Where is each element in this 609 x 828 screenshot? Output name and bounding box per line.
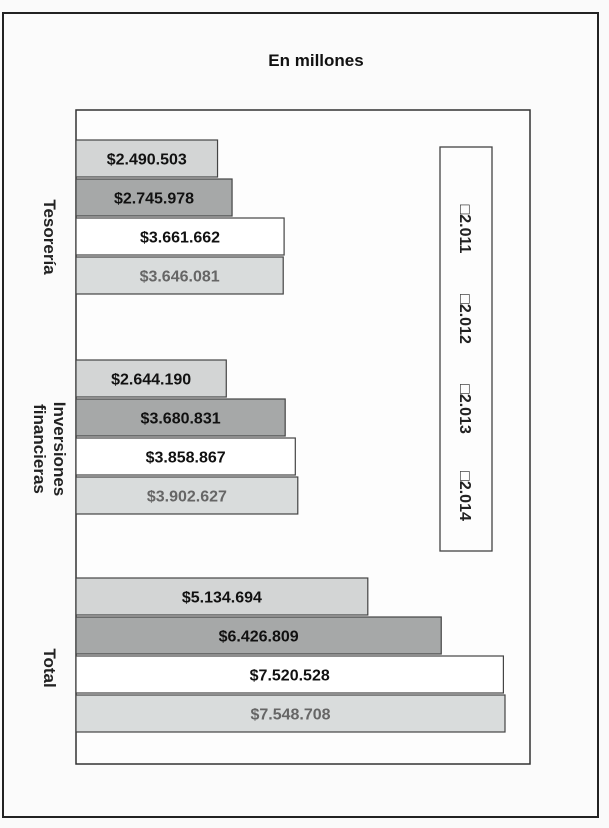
bar-value-label: $2.644.190 (111, 372, 191, 389)
legend-label: □2.011 (456, 205, 473, 254)
bar-value-label: $5.134.694 (182, 590, 262, 607)
bar-2012-1 (75, 398, 286, 437)
legend-item-1: □2.012 (456, 294, 473, 344)
bar-2013-2 (75, 655, 504, 694)
bar-2014-0 (75, 256, 284, 295)
legend-label: □2.013 (456, 384, 473, 434)
legend: □2.011 □2.012 □2.013 □2.014 (439, 146, 493, 552)
bar-chart: En millones $2.490.503 $2.745.978 $3.661.6… (30, 51, 531, 765)
bar-2012-0 (75, 178, 233, 217)
bar-2012-2 (75, 616, 442, 655)
bar-value-label: $3.646.081 (140, 269, 220, 286)
legend-box (439, 146, 493, 552)
bar-2014-2 (75, 694, 506, 733)
bar-2011-1 (75, 359, 227, 398)
bar-value-label: $7.520.528 (250, 668, 330, 685)
bar-2014-1 (75, 476, 299, 515)
chart-frame: En millones $2.490.503 $2.745.978 $3.661.6… (2, 12, 599, 818)
category-label-text: financieras (30, 404, 49, 494)
bar-value-label: $3.661.662 (140, 230, 220, 247)
bar-value-label: $3.858.867 (146, 450, 226, 467)
bar-2011-0 (75, 139, 219, 178)
bar-value-label: $7.548.708 (250, 707, 330, 724)
legend-item-0: □2.011 (456, 205, 473, 254)
legend-item-3: □2.014 (456, 471, 473, 521)
bar-value-label: $3.680.831 (141, 411, 221, 428)
bar-value-label: $2.490.503 (107, 152, 187, 169)
category-label-0: Tesorería (40, 199, 59, 275)
bars-group: $2.490.503 $2.745.978 $3.661.662 $3.646.081… (75, 139, 506, 733)
bar-2011-2 (75, 577, 369, 616)
legend-label: □2.012 (456, 294, 473, 344)
category-label-text: Tesorería (40, 199, 59, 275)
category-label-2: Total (40, 648, 59, 687)
bar-value-label: $6.426.809 (219, 629, 299, 646)
bar-2013-1 (75, 437, 296, 476)
bar-value-label: $2.745.978 (114, 191, 194, 208)
legend-item-2: □2.013 (456, 384, 473, 434)
category-label-text: Total (40, 648, 59, 687)
bar-2013-0 (75, 217, 285, 256)
bar-value-label: $3.902.627 (147, 489, 227, 506)
chart-title: En millones (268, 51, 363, 70)
legend-label: □2.014 (456, 471, 473, 521)
category-label-text: Inversiones (50, 402, 69, 497)
